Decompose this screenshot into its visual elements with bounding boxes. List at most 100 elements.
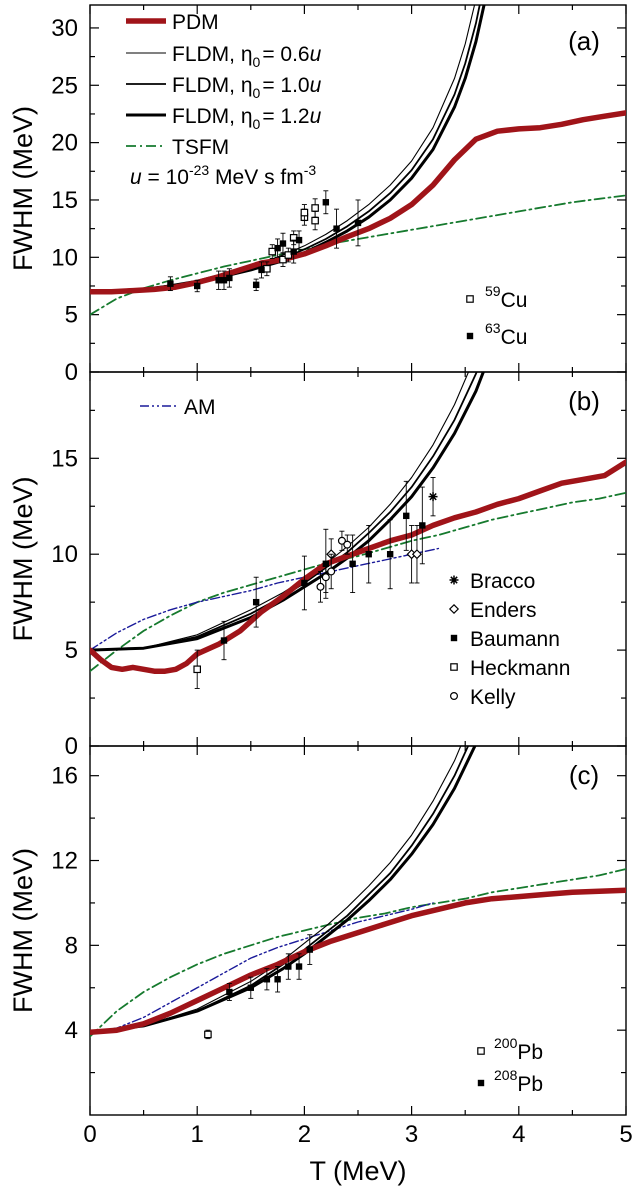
data-point-open-square <box>311 204 319 212</box>
legend-marker-open-diamond <box>448 603 460 615</box>
isotope-element: Cu <box>501 326 528 349</box>
legend-marker-star <box>449 575 459 585</box>
data-point-filled-square <box>252 598 260 606</box>
data-point-filled-square <box>419 522 426 529</box>
legend-subscript: 0 <box>253 54 261 70</box>
data-point-filled-square <box>215 277 222 284</box>
series-line-fldm-thin <box>90 372 470 651</box>
x-tick-label: 2 <box>298 1121 311 1148</box>
isotope-element: Cu <box>501 289 528 312</box>
isotope-element: Pb <box>517 1073 543 1096</box>
data-point-open-square <box>268 247 277 256</box>
point-legend-label: Enders <box>470 599 537 622</box>
data-point-filled-square <box>403 512 410 520</box>
x-tick-label: 3 <box>405 1121 418 1148</box>
unit-note-exponent: -23 <box>189 162 209 178</box>
data-point-filled-square <box>295 236 303 244</box>
data-point-filled-square <box>322 199 330 206</box>
data-point-filled-square <box>252 281 260 289</box>
data-point-filled-square <box>226 988 233 996</box>
panel-label: (c) <box>569 760 599 790</box>
data-point-filled-square <box>274 976 281 983</box>
data-points <box>204 934 313 1040</box>
y-tick-label: 5 <box>65 637 78 664</box>
unit-note-value: = 10 <box>142 166 189 189</box>
series-line-tsfm <box>90 491 626 673</box>
y-tick-label: 30 <box>51 15 78 42</box>
data-point-filled-square <box>279 240 287 247</box>
plot-frame <box>89 371 627 747</box>
data-point-filled-square <box>258 266 265 274</box>
y-tick-label: 10 <box>51 541 78 568</box>
data-point-filled-square <box>220 277 228 284</box>
legend-label-main: FLDM, η <box>172 105 253 128</box>
x-axis: 0 1 2 3 4 5 T (MeV) <box>83 1121 632 1186</box>
legend-unit: u <box>310 43 322 66</box>
series-line-fldm-thick <box>90 746 477 1034</box>
data-point-filled-square <box>247 984 254 991</box>
y-tick-label: 4 <box>65 1017 78 1044</box>
unit-note: u = 10-23 MeV s fm-3 <box>130 162 316 189</box>
data-point-filled-square <box>365 551 372 558</box>
legend-label-main: FLDM, η <box>172 74 253 97</box>
series-line-fldm-thick <box>90 372 485 652</box>
point-legend-label: Baumann <box>470 628 560 651</box>
legend-label-main: PDM <box>172 11 219 34</box>
legend-subscript: 0 <box>253 85 261 101</box>
legend-marker-filled-square <box>477 1079 485 1087</box>
series-line-am <box>90 902 434 1033</box>
unit-note-units-exponent: -3 <box>304 162 317 178</box>
y-tick-label: 15 <box>51 445 78 472</box>
isotope-mass: 63 <box>485 320 501 336</box>
point-legend-label: 59Cu <box>485 283 527 312</box>
point-legend-label: 63Cu <box>485 320 527 349</box>
x-axis-label: T (MeV) <box>309 1156 406 1186</box>
data-point-open-circle <box>337 536 346 545</box>
data-point-open-square <box>284 251 293 259</box>
legend-value: = 1.0 <box>262 74 309 97</box>
data-points <box>193 477 438 689</box>
point-legend-label: Heckmann <box>470 657 570 680</box>
data-point-open-square <box>311 216 319 225</box>
y-tick-label: 25 <box>51 72 78 99</box>
y-tick-label: 12 <box>51 848 78 875</box>
data-point-filled-square <box>349 560 356 567</box>
y-tick-label: 0 <box>65 733 78 760</box>
data-point-star <box>428 492 438 502</box>
data-point-filled-square <box>226 274 233 282</box>
legend-label: FLDM, η0= 1.2u <box>172 105 322 132</box>
legend-marker-filled-square <box>466 332 474 340</box>
legend-label: FLDM, η0= 0.6u <box>172 43 322 70</box>
isotope-mass: 200 <box>494 1035 518 1051</box>
y-tick-label: 5 <box>65 302 78 329</box>
legend-label: TSFM <box>172 136 229 159</box>
series-group <box>90 746 626 1038</box>
point-legend-label: Bracco <box>470 570 535 593</box>
data-point-filled-square <box>220 637 228 644</box>
legend-value: = 0.6 <box>262 43 309 66</box>
x-tick-label: 5 <box>619 1121 632 1148</box>
x-tick-label: 4 <box>512 1121 525 1148</box>
data-point-filled-square <box>167 280 174 287</box>
legend-marker-filled-square <box>450 634 458 642</box>
data-point-filled-square <box>386 551 394 558</box>
data-point-open-square <box>279 255 287 264</box>
unit-note-units: MeV s fm <box>209 166 304 189</box>
y-tick-label: 15 <box>51 187 78 214</box>
legend-marker-open-square <box>477 1047 485 1055</box>
legend-label: FLDM, η0= 1.0u <box>172 74 322 101</box>
panel-label: (a) <box>568 26 600 56</box>
data-point-filled-square <box>274 244 281 252</box>
isotope-mass: 59 <box>485 283 501 299</box>
y-tick-label: 0 <box>65 359 78 386</box>
data-point-filled-square <box>295 963 303 970</box>
data-point-open-circle <box>321 573 330 582</box>
data-point-filled-square <box>333 225 340 232</box>
y-axis-label: FWHM (MeV) <box>8 848 38 1013</box>
isotope-element: Pb <box>517 1041 543 1064</box>
series-line-fldm-mid <box>90 746 470 1034</box>
data-point-filled-square <box>301 579 308 587</box>
